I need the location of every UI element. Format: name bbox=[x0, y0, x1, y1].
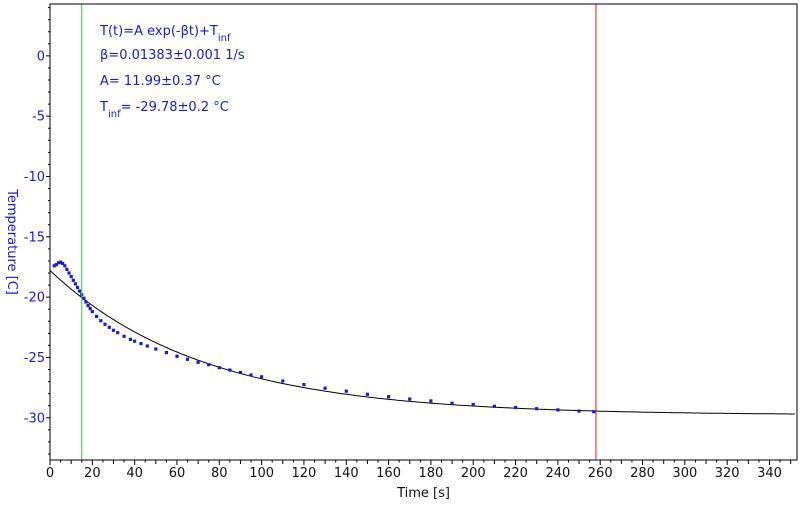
data-point bbox=[82, 296, 86, 300]
x-tick-label: 40 bbox=[126, 466, 143, 481]
data-point bbox=[450, 401, 454, 405]
data-point bbox=[133, 339, 137, 343]
data-point bbox=[514, 405, 518, 410]
y-tick-label: -20 bbox=[24, 291, 45, 306]
data-point bbox=[59, 260, 63, 264]
fit-annotation-line: T(t)=A exp(-βt)+Tinf bbox=[99, 24, 231, 44]
data-point bbox=[52, 264, 56, 268]
data-point bbox=[207, 363, 211, 367]
data-point bbox=[365, 392, 369, 396]
data-point bbox=[61, 261, 65, 265]
x-tick-label: 120 bbox=[292, 466, 317, 481]
x-tick-label: 140 bbox=[334, 466, 359, 481]
data-point bbox=[71, 278, 75, 282]
data-point bbox=[145, 344, 149, 348]
x-tick-label: 160 bbox=[376, 466, 401, 481]
data-points-layer bbox=[52, 260, 596, 414]
data-point bbox=[128, 337, 132, 341]
data-point bbox=[217, 366, 221, 370]
data-point bbox=[175, 354, 179, 358]
x-tick-label: 260 bbox=[588, 466, 613, 481]
data-point bbox=[99, 319, 103, 323]
data-point bbox=[592, 410, 596, 414]
x-tick-label: 320 bbox=[715, 466, 740, 481]
y-tick-label: -10 bbox=[24, 170, 45, 185]
x-axis: 0 20 40 60 80 100 120 140 160 180 200 220 240 260 280 3… bbox=[46, 460, 792, 481]
data-point bbox=[54, 263, 58, 267]
data-point bbox=[185, 357, 190, 361]
x-tick-label: 340 bbox=[757, 466, 782, 481]
data-point bbox=[84, 300, 88, 304]
fit-annotation-line: Tinf= -29.78±0.2 °C bbox=[99, 100, 229, 120]
data-point bbox=[107, 325, 111, 329]
data-point bbox=[344, 389, 348, 393]
data-point bbox=[73, 282, 77, 286]
data-point bbox=[302, 383, 306, 387]
x-tick-label: 100 bbox=[249, 466, 274, 481]
data-point bbox=[164, 351, 168, 355]
x-tick-label: 200 bbox=[461, 466, 486, 481]
data-point bbox=[387, 395, 391, 399]
x-tick-label: 280 bbox=[630, 466, 655, 481]
fit-annotation-line: A= 11.99±0.37 °C bbox=[100, 74, 221, 89]
data-point bbox=[429, 399, 433, 403]
x-tick-label: 240 bbox=[545, 466, 570, 481]
fit-curve bbox=[49, 270, 795, 415]
data-point bbox=[535, 407, 539, 411]
x-tick-label: 60 bbox=[169, 466, 186, 481]
data-point bbox=[111, 328, 116, 332]
x-axis-title: Time [s] bbox=[396, 486, 450, 501]
data-point bbox=[281, 379, 285, 383]
data-point bbox=[103, 322, 107, 326]
data-point bbox=[577, 409, 581, 413]
data-point bbox=[116, 331, 120, 335]
x-tick-label: 80 bbox=[211, 466, 228, 481]
plot-frame bbox=[49, 3, 798, 461]
y-axis: 0 -5 -10 -15 -20 -25 -30 bbox=[24, 7, 50, 455]
fit-curve-layer bbox=[49, 270, 795, 415]
data-point bbox=[56, 261, 61, 265]
x-tick-label: 20 bbox=[84, 466, 101, 481]
data-point bbox=[238, 370, 243, 375]
x-tick-label: 180 bbox=[418, 466, 443, 481]
fit-annotation-line: β=0.01383±0.001 1/s bbox=[100, 48, 245, 63]
data-point bbox=[75, 285, 80, 290]
data-point bbox=[323, 386, 327, 390]
data-point bbox=[69, 275, 73, 279]
data-point bbox=[63, 264, 67, 268]
y-tick-label: -15 bbox=[24, 230, 45, 245]
data-point bbox=[122, 334, 126, 338]
x-tick-label: 0 bbox=[46, 466, 54, 481]
x-tick-label: 300 bbox=[672, 466, 697, 481]
data-point bbox=[78, 289, 82, 293]
x-tick-label: 220 bbox=[503, 466, 528, 481]
data-point bbox=[492, 404, 496, 408]
data-point bbox=[408, 397, 412, 401]
fit-annotation: T(t)=A exp(-βt)+Tinf β=0.01383±0.001 1/s A… bbox=[99, 24, 245, 120]
data-point bbox=[249, 373, 253, 377]
y-tick-label: -30 bbox=[24, 411, 45, 426]
data-point bbox=[556, 408, 560, 412]
data-point bbox=[196, 360, 200, 364]
y-tick-label: -5 bbox=[32, 110, 45, 125]
marker-lines-layer bbox=[81, 4, 597, 460]
y-tick-label: -25 bbox=[24, 351, 45, 366]
data-point bbox=[471, 402, 475, 407]
data-point bbox=[139, 342, 143, 346]
data-point bbox=[228, 368, 232, 372]
y-axis-title: Temperature [C] bbox=[4, 188, 19, 295]
data-point bbox=[154, 347, 158, 351]
data-point bbox=[65, 267, 69, 271]
data-point bbox=[260, 375, 264, 379]
data-point bbox=[95, 314, 99, 318]
y-tick-label: 0 bbox=[37, 49, 45, 64]
data-point bbox=[88, 307, 92, 311]
data-point bbox=[86, 304, 90, 308]
data-point bbox=[90, 310, 94, 314]
data-point bbox=[67, 271, 71, 275]
